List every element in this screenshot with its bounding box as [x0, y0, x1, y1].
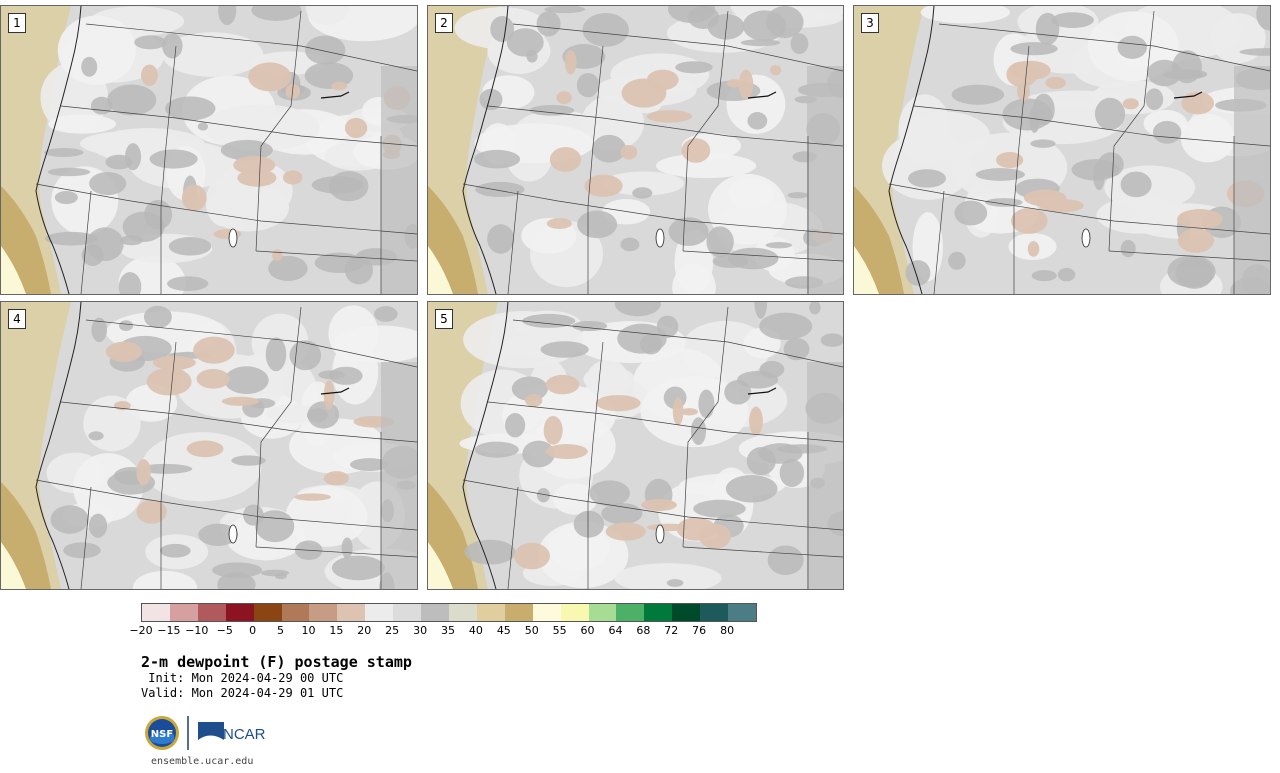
colorbar-segment: [421, 604, 449, 621]
ensemble-member-panel-2: 2: [427, 5, 844, 295]
colorbar-tick-label: 68: [636, 624, 651, 637]
colorbar-segment: [448, 604, 477, 621]
ensemble-member-panel-1: 1: [0, 5, 418, 295]
valid-time: Valid: Mon 2024-04-29 01 UTC: [141, 686, 344, 700]
colorbar-tick-label: 30: [413, 624, 428, 637]
colorbar-tick-label: 76: [692, 624, 707, 637]
colorbar-segment: [169, 604, 198, 621]
panel-number-1: 1: [8, 13, 26, 33]
colorbar-tick-label: 20: [357, 624, 372, 637]
colorbar-tick-label: −10: [185, 624, 209, 637]
colorbar-segment: [560, 604, 589, 621]
colorbar-segment: [728, 604, 756, 621]
panel-number-2: 2: [435, 13, 453, 33]
ensemble-member-panel-5: 5: [427, 301, 844, 590]
colorbar-segment: [476, 604, 505, 621]
colorbar-tick-label: 5: [277, 624, 285, 637]
colorbar-tick-label: 80: [720, 624, 735, 637]
colorbar-tick-label: −5: [216, 624, 233, 637]
logos: NSF NCAR: [145, 716, 266, 750]
init-time: Init: Mon 2024-04-29 00 UTC: [141, 671, 344, 685]
site-url[interactable]: ensemble.ucar.edu: [151, 756, 254, 767]
dewpoint-map-3: [854, 6, 1270, 294]
dewpoint-map-1: [1, 6, 417, 294]
colorbar-tick-label: 72: [664, 624, 679, 637]
colorbar-tick-label: 25: [385, 624, 400, 637]
colorbar-segment: [504, 604, 533, 621]
figure-title: 2-m dewpoint (F) postage stamp: [141, 653, 412, 671]
colorbar-segment: [281, 604, 310, 621]
colorbar-segment: [532, 604, 561, 621]
ensemble-member-panel-3: 3: [853, 5, 1271, 295]
colorbar-segment: [253, 604, 282, 621]
colorbar-tick-label: 50: [524, 624, 539, 637]
dewpoint-colorbar: [141, 603, 757, 622]
colorbar-tick-label: 60: [580, 624, 595, 637]
colorbar-segment: [616, 604, 645, 621]
colorbar-segment: [197, 604, 226, 621]
colorbar-segment: [644, 604, 673, 621]
dewpoint-map-5: [428, 302, 843, 589]
colorbar-tick-label: 45: [496, 624, 511, 637]
colorbar-segment: [309, 604, 338, 621]
dewpoint-map-4: [1, 302, 417, 589]
panel-number-4: 4: [8, 309, 26, 329]
dewpoint-map-2: [428, 6, 843, 294]
colorbar-tick-label: −15: [157, 624, 181, 637]
svg-text:NSF: NSF: [151, 729, 173, 740]
colorbar-segment: [588, 604, 617, 621]
colorbar-segment: [393, 604, 422, 621]
nsf-logo: NSF: [145, 716, 179, 750]
panel-number-3: 3: [861, 13, 879, 33]
colorbar-tick-label: 15: [329, 624, 344, 637]
colorbar-tick-label: 64: [608, 624, 623, 637]
colorbar-tick-labels: −20 −15 −10 −5 0 5 10 15 20 25 30 35 40 45 50 55 60 64 68 7…: [129, 624, 757, 638]
colorbar-segment: [337, 604, 366, 621]
ncar-logo: NCAR: [198, 722, 266, 743]
colorbar-tick-label: 0: [249, 624, 257, 637]
colorbar-tick-label: 35: [441, 624, 455, 637]
colorbar-tick-label: 40: [468, 624, 483, 637]
colorbar-tick-label: −20: [129, 624, 153, 637]
colorbar-tick-label: 10: [301, 624, 316, 637]
colorbar-segment: [365, 604, 394, 621]
colorbar-segment: [142, 604, 170, 621]
panel-number-5: 5: [435, 309, 453, 329]
colorbar-tick-label: 55: [552, 624, 567, 637]
ensemble-member-panel-4: 4: [0, 301, 418, 590]
colorbar-segment: [700, 604, 729, 621]
colorbar-segment: [225, 604, 254, 621]
colorbar-segment: [672, 604, 701, 621]
svg-text:NCAR: NCAR: [223, 726, 266, 743]
